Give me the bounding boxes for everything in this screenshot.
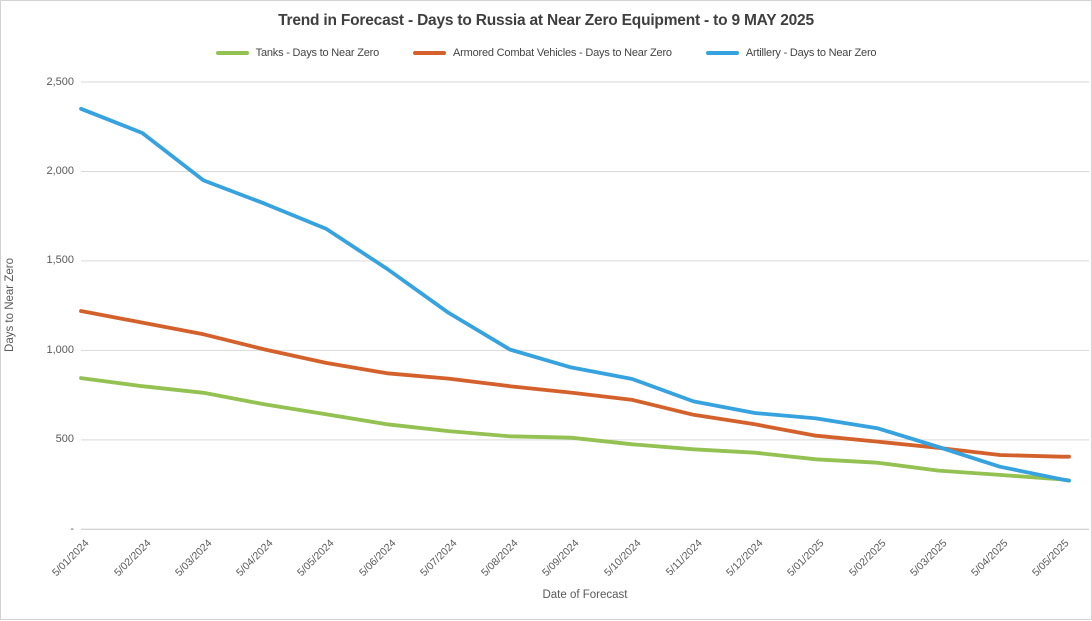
y-tick-label: 500	[55, 433, 74, 446]
legend-item-artillery[interactable]: Artillery - Days to Near Zero	[705, 47, 877, 59]
y-tick-label: 2,000	[46, 164, 74, 177]
y-tick-label: 2,500	[46, 75, 74, 88]
legend: Tanks - Days to Near Zero Armored Combat…	[1, 47, 1091, 59]
y-tick-label: -	[70, 522, 74, 535]
series-line-artillery	[79, 106, 1071, 483]
y-tick-label: 1,000	[46, 343, 74, 356]
legend-swatch-tanks-icon	[215, 51, 249, 55]
legend-label-acv: Armored Combat Vehicles - Days to Near Z…	[453, 47, 672, 59]
legend-label-artillery: Artillery - Days to Near Zero	[745, 47, 877, 59]
x-axis-title: Date of Forecast	[542, 589, 628, 601]
legend-item-acv[interactable]: Armored Combat Vehicles - Days to Near Z…	[413, 47, 672, 59]
legend-swatch-artillery-icon	[705, 51, 739, 55]
chart-title: Trend in Forecast - Days to Russia at Ne…	[278, 12, 814, 29]
series-line-acv	[79, 309, 1071, 459]
legend-swatch-acv-icon	[413, 51, 447, 55]
y-tick-label: 1,500	[46, 254, 74, 267]
y-axis-title: Days to Near Zero	[4, 258, 16, 352]
series-line-tanks	[79, 376, 1071, 483]
legend-item-tanks[interactable]: Tanks - Days to Near Zero	[215, 47, 380, 59]
legend-label-tanks: Tanks - Days to Near Zero	[255, 47, 380, 59]
